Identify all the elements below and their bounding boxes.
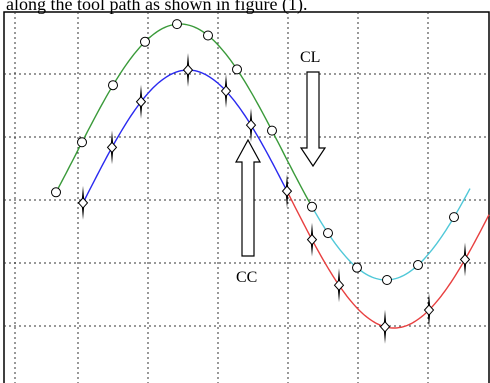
cl-point-marker <box>108 80 118 91</box>
cl-curve-lower <box>311 188 471 281</box>
cl-point-marker <box>203 30 213 41</box>
cl-label: CL <box>300 49 320 66</box>
cc-point-marker <box>135 84 147 119</box>
cc-arrow <box>234 138 262 257</box>
cl-curve-upper <box>55 23 313 208</box>
cl-point-marker <box>413 260 423 271</box>
cc-point-marker <box>106 130 118 165</box>
cc-point-marker <box>77 185 89 220</box>
cl-point-marker <box>307 201 317 212</box>
cl-point-marker <box>449 212 459 223</box>
cl-point-marker <box>232 64 242 75</box>
cl-point-marker <box>352 262 362 273</box>
cc-point-marker <box>220 74 232 109</box>
cl-point-marker <box>140 36 150 47</box>
caption-text: along the tool path as shown in figure (… <box>6 0 308 14</box>
cl-point-marker <box>51 187 61 198</box>
cl-arrow <box>299 71 327 168</box>
cc-point-marker <box>379 309 391 344</box>
cc-point-marker <box>245 108 257 143</box>
cl-point-marker <box>172 19 182 30</box>
cl-point-marker <box>323 228 333 239</box>
cc-point-marker <box>333 268 345 303</box>
cc-point-marker <box>423 293 435 328</box>
cc-point-marker <box>182 53 194 87</box>
cl-point-marker <box>382 274 392 285</box>
cl-point-marker <box>267 125 277 136</box>
path-markers <box>51 19 471 344</box>
cc-label: CC <box>236 269 257 286</box>
cc-point-marker <box>306 222 318 257</box>
cc-point-marker <box>459 242 471 277</box>
cl-point-marker <box>77 137 87 148</box>
cc-curve-lower <box>286 190 490 329</box>
cc-point-marker <box>281 174 293 209</box>
